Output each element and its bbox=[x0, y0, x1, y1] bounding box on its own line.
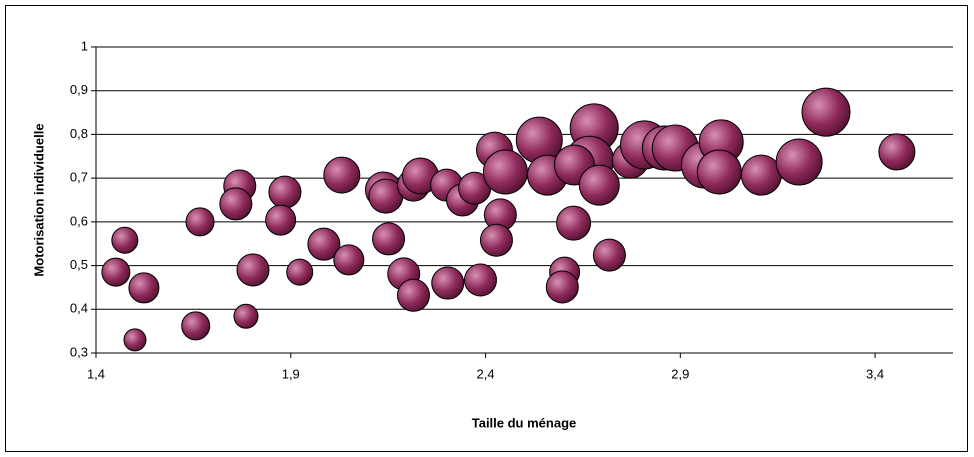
x-tick-label: 3,4 bbox=[866, 366, 884, 381]
x-tick-label: 2,9 bbox=[671, 366, 689, 381]
y-tick-label: 0,8 bbox=[70, 126, 88, 141]
x-tick-label: 1,9 bbox=[282, 366, 300, 381]
x-tick-label: 2,4 bbox=[477, 366, 495, 381]
bubble bbox=[545, 270, 579, 304]
bubble bbox=[333, 244, 365, 276]
bubble bbox=[323, 156, 361, 194]
bubble bbox=[236, 253, 270, 287]
bubble bbox=[307, 227, 341, 261]
bubble bbox=[878, 133, 916, 171]
bubble bbox=[556, 205, 592, 241]
bubble bbox=[286, 258, 314, 286]
bubble bbox=[181, 311, 211, 341]
bubble bbox=[111, 226, 139, 254]
bubble bbox=[185, 207, 215, 237]
bubble bbox=[123, 328, 147, 352]
bubble bbox=[696, 149, 742, 195]
bubble bbox=[101, 257, 131, 287]
bubble bbox=[431, 266, 465, 300]
bubble bbox=[265, 204, 297, 236]
y-tick-label: 0,5 bbox=[70, 257, 88, 272]
y-tick-label: 0,3 bbox=[70, 344, 88, 359]
x-tick-label: 1,4 bbox=[87, 366, 105, 381]
y-tick-label: 1 bbox=[81, 38, 88, 53]
bubble bbox=[801, 87, 851, 137]
bubble bbox=[219, 187, 253, 221]
y-tick-label: 0,9 bbox=[70, 82, 88, 97]
bubble bbox=[479, 223, 513, 257]
bubble bbox=[233, 303, 259, 329]
bubble bbox=[578, 164, 620, 206]
y-tick-label: 0,7 bbox=[70, 170, 88, 185]
bubble bbox=[775, 138, 823, 186]
bubble bbox=[396, 278, 430, 312]
bubble bbox=[372, 222, 406, 256]
y-tick-label: 0,4 bbox=[70, 301, 88, 316]
bubble bbox=[463, 263, 497, 297]
bubble bbox=[128, 272, 160, 304]
x-axis-title: Taille du ménage bbox=[472, 415, 577, 430]
bubble bbox=[482, 149, 528, 195]
y-tick-label: 0,6 bbox=[70, 213, 88, 228]
bubble bbox=[268, 175, 302, 209]
bubble bbox=[592, 238, 626, 272]
y-axis-title: Motorisation individuelle bbox=[31, 123, 46, 276]
bubble bbox=[740, 154, 782, 196]
